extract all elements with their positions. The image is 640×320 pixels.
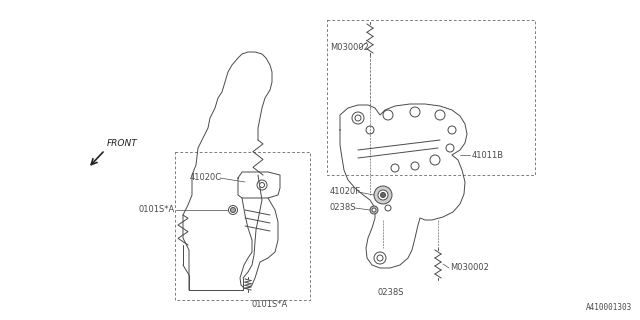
Text: M030002: M030002 — [330, 44, 369, 52]
Circle shape — [378, 190, 388, 200]
Text: A410001303: A410001303 — [586, 303, 632, 312]
Text: FRONT: FRONT — [107, 139, 138, 148]
Text: M030002: M030002 — [450, 263, 489, 273]
Circle shape — [374, 186, 392, 204]
Text: 41020F: 41020F — [330, 188, 361, 196]
Text: 0101S*A: 0101S*A — [139, 205, 175, 214]
Circle shape — [230, 207, 236, 212]
Text: 0238S: 0238S — [330, 204, 356, 212]
Text: 0101S*A: 0101S*A — [252, 300, 288, 309]
Circle shape — [259, 182, 264, 188]
Circle shape — [370, 206, 378, 214]
Text: 41020C: 41020C — [190, 173, 222, 182]
Text: 0238S: 0238S — [378, 288, 404, 297]
Circle shape — [372, 208, 376, 212]
Text: 41011B: 41011B — [472, 150, 504, 159]
Circle shape — [381, 193, 385, 197]
